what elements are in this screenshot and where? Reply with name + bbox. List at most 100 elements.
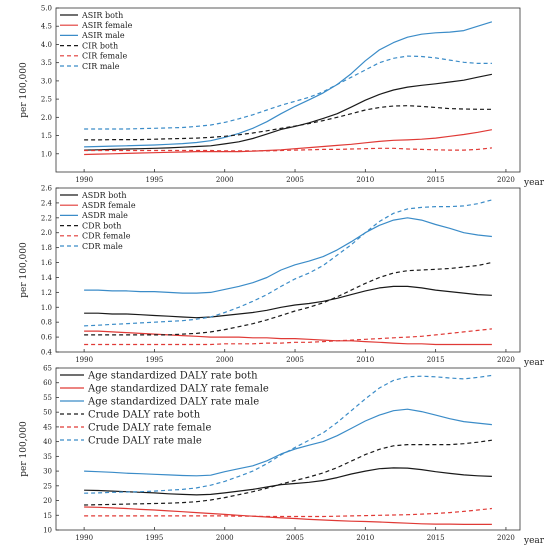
y-tick-label: 1.8	[41, 244, 52, 252]
y-axis-label: per 100,000	[19, 242, 29, 298]
x-axis-label: year	[523, 536, 544, 546]
series-line-6	[84, 55, 492, 130]
series-line-3	[84, 21, 493, 148]
legend-label: ASIR female	[81, 21, 133, 30]
x-tick-label: 2010	[356, 534, 374, 542]
legend-label: ASDR both	[81, 191, 127, 200]
y-tick-label: 4.0	[41, 41, 52, 49]
y-tick-label: 2.0	[41, 229, 52, 237]
x-tick-label: 2015	[427, 356, 445, 364]
y-tick-label: 2.0	[41, 114, 52, 122]
series-line-1	[84, 467, 492, 496]
y-axis-label: per 100,000	[19, 62, 29, 118]
y-tick-label: 15	[43, 512, 52, 520]
x-tick-label: 2010	[356, 356, 374, 364]
series-line-2	[84, 129, 493, 156]
y-tick-label: 40	[43, 438, 52, 446]
x-tick-label: 2010	[356, 176, 374, 184]
y-tick-label: 3.5	[41, 59, 52, 67]
legend-label: Crude DALY rate female	[88, 423, 212, 434]
x-tick-label: 1990	[75, 356, 93, 364]
y-tick-label: 1.0	[41, 150, 52, 158]
y-tick-label: 20	[43, 497, 52, 505]
legend-label: Age standardized DALY rate both	[87, 371, 258, 382]
y-tick-label: 25	[43, 482, 52, 490]
y-tick-label: 3.0	[41, 77, 52, 85]
x-tick-label: 1995	[146, 534, 164, 542]
legend: Age standardized DALY rate both Age stand…	[60, 371, 269, 447]
y-tick-label: 35	[43, 453, 52, 461]
legend-label: Age standardized DALY rate male	[87, 397, 259, 408]
legend-label: ASIR both	[81, 11, 123, 20]
series-line-5	[84, 507, 492, 518]
legend-label: ASDR female	[81, 201, 136, 210]
x-tick-label: 2020	[497, 534, 515, 542]
series-line-5	[84, 147, 492, 152]
legend-label: Crude DALY rate both	[88, 410, 201, 421]
y-tick-label: 0.4	[41, 349, 53, 357]
x-tick-label: 1990	[75, 176, 93, 184]
y-tick-label: 0.6	[41, 334, 53, 342]
chart-panel-2: 0.4 0.6 0.8 1.0 1.2 1.4 1.6 1.8 2.0 2.2 2.4 2.6 1990…	[19, 185, 544, 369]
x-tick-label: 2015	[427, 176, 445, 184]
legend-label: ASIR male	[81, 31, 125, 40]
legend-label: Crude DALY rate male	[88, 436, 202, 447]
y-tick-label: 0.8	[41, 319, 52, 327]
legend-label: Age standardized DALY rate female	[87, 384, 269, 395]
series-line-3	[84, 217, 492, 294]
y-tick-label: 10	[43, 527, 52, 535]
y-tick-label: 65	[43, 365, 52, 373]
chart-panel-1: 1.0 1.5 2.0 2.5 3.0 3.5 4.0 4.5 5.0 1990 1995 2000 2…	[19, 5, 544, 189]
x-axis-label: year	[523, 178, 544, 188]
x-tick-label: 1990	[75, 534, 93, 542]
y-tick-label: 45	[43, 423, 52, 431]
y-tick-label: 1.2	[41, 289, 52, 297]
x-tick-label: 2020	[497, 356, 515, 364]
x-tick-label: 2000	[216, 534, 234, 542]
x-axis-label: year	[523, 358, 544, 368]
x-tick-label: 2020	[497, 176, 515, 184]
x-tick-label: 2005	[286, 176, 304, 184]
series-line-2	[84, 506, 492, 526]
y-tick-label: 2.6	[41, 185, 53, 193]
y-tick-label: 1.5	[41, 132, 52, 140]
series-line-4	[84, 439, 492, 506]
legend-label: CDR female	[82, 232, 131, 241]
x-tick-label: 2000	[216, 356, 234, 364]
y-tick-label: 1.0	[41, 304, 52, 312]
legend-label: CDR both	[82, 221, 121, 230]
y-axis-label: per 100,000	[19, 421, 29, 477]
legend-label: ASDR male	[81, 211, 128, 220]
series-line-1	[84, 285, 492, 319]
series-line-2	[84, 330, 492, 346]
plot-frame	[55, 7, 521, 173]
x-tick-label: 2005	[286, 356, 304, 364]
y-tick-label: 2.2	[41, 214, 52, 222]
series-line-4	[84, 105, 492, 141]
y-tick-label: 1.6	[41, 259, 53, 267]
plot-frame	[55, 187, 521, 353]
y-tick-label: 2.5	[41, 96, 52, 104]
x-tick-label: 1995	[146, 356, 164, 364]
y-tick-label: 5.0	[41, 5, 52, 13]
y-tick-label: 2.4	[41, 199, 53, 207]
x-tick-label: 1995	[146, 176, 164, 184]
x-tick-label: 2000	[216, 176, 234, 184]
chart-panel-3: 10 15 20 25 30 35 40 45 50 55 60 65 1990 1995 2000 2005…	[19, 365, 544, 547]
series-line-4	[84, 261, 493, 336]
y-tick-label: 50	[43, 409, 52, 417]
series-line-1	[84, 73, 493, 151]
legend-label: CIR both	[82, 41, 118, 50]
series-line-5	[84, 328, 492, 346]
plot-frame	[55, 367, 521, 531]
legend-label: CIR female	[82, 52, 127, 61]
y-tick-label: 55	[43, 394, 52, 402]
series-line-6	[84, 199, 493, 327]
y-tick-label: 30	[43, 468, 52, 476]
legend-label: CDR male	[82, 242, 123, 251]
y-tick-label: 4.5	[41, 23, 52, 31]
series-line-6	[84, 374, 492, 494]
